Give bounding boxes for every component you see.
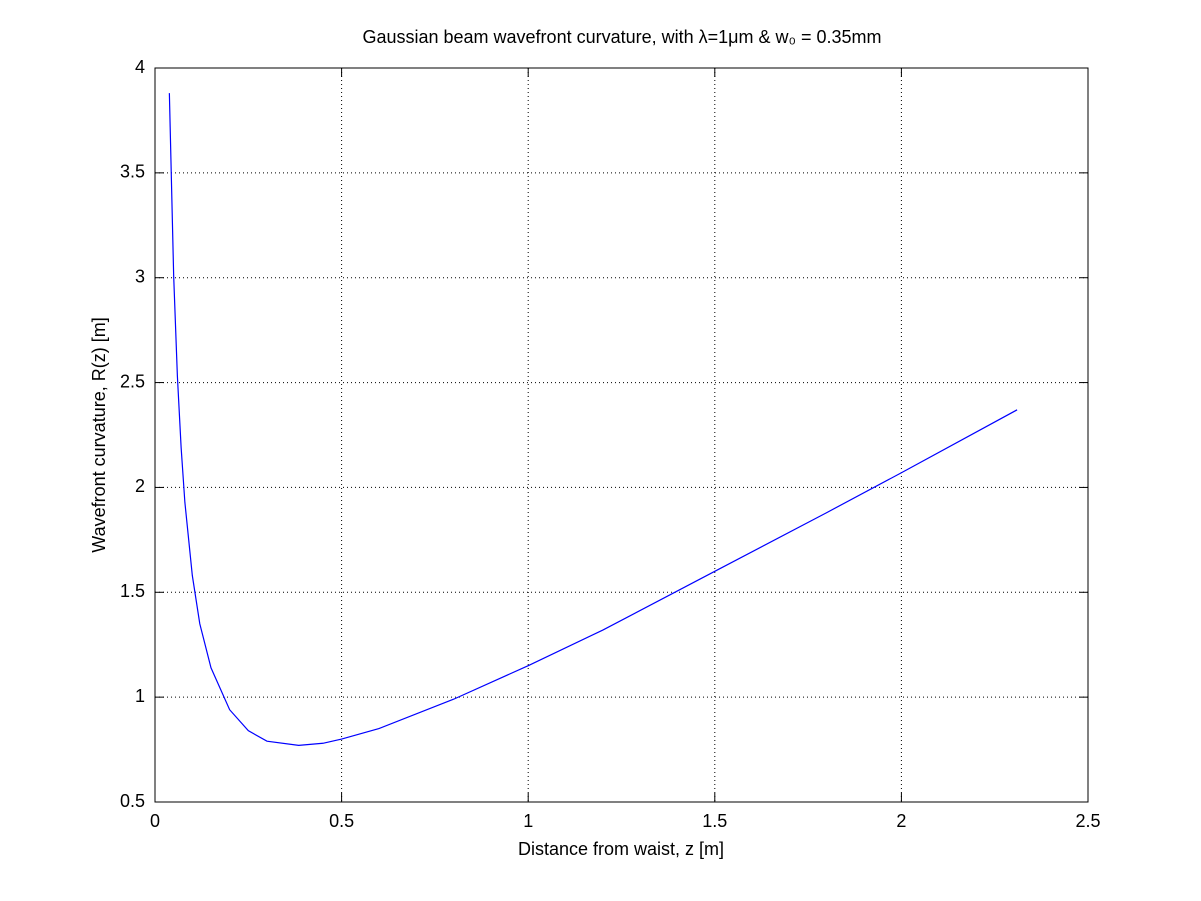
x-tick-label: 2.5	[1075, 811, 1100, 831]
x-tick-label: 1.5	[702, 811, 727, 831]
y-tick-label: 2	[135, 476, 145, 496]
y-tick-label: 3	[135, 266, 145, 286]
data-line	[168, 93, 1018, 746]
x-tick-label: 0	[150, 811, 160, 831]
x-tick-label: 1	[523, 811, 533, 831]
x-axis-label: Distance from waist, z [m]	[518, 839, 724, 859]
y-tick-label: 1.5	[120, 581, 145, 601]
x-tick-label: 0.5	[329, 811, 354, 831]
chart-title: Gaussian beam wavefront curvature, with …	[362, 27, 881, 47]
y-tick-label: 1	[135, 686, 145, 706]
plot-frame	[154, 67, 1089, 803]
y-tick-label: 4	[135, 57, 145, 77]
x-tick-label: 2	[896, 811, 906, 831]
y-tick-label: 2.5	[120, 371, 145, 391]
y-axis-label: Wavefront curvature, R(z) [m]	[89, 317, 109, 552]
y-tick-label: 3.5	[120, 162, 145, 182]
y-tick-label: 0.5	[120, 791, 145, 811]
